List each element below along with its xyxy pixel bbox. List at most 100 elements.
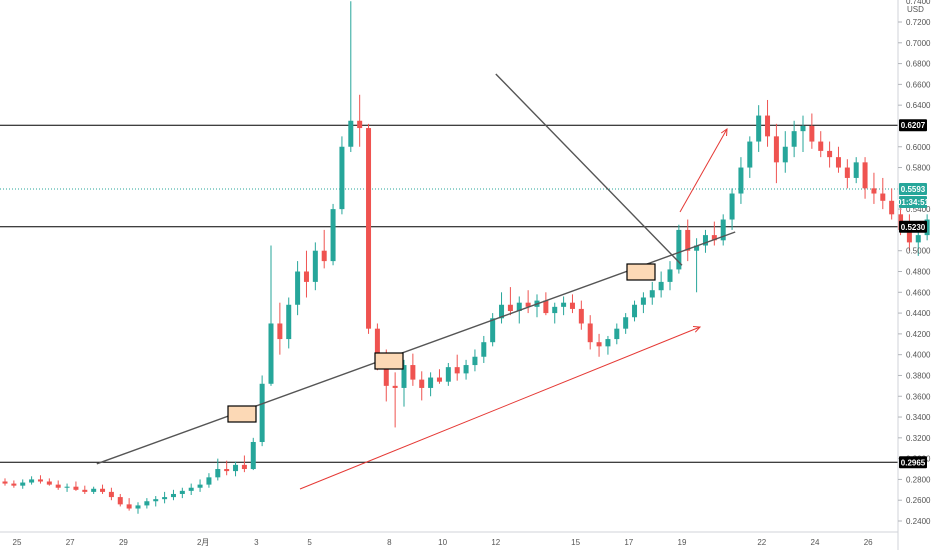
candle-body [108, 491, 114, 498]
candle-body [747, 141, 753, 168]
candle-body [499, 304, 505, 319]
candle-body [233, 464, 239, 472]
time-tick-label: 29 [119, 538, 128, 547]
price-tick-label: 0.4200 [906, 330, 931, 339]
candle-body [73, 486, 79, 490]
candle-body [46, 481, 52, 485]
candle-body [800, 125, 806, 132]
level-tag [899, 119, 927, 132]
candle-body [694, 245, 700, 251]
candle-body [472, 356, 478, 366]
time-tick-label: 10 [438, 538, 447, 547]
candle-body [383, 359, 389, 386]
candle-body [277, 323, 283, 340]
candle-body [126, 504, 132, 509]
price-tick-label: 0.3800 [906, 371, 931, 380]
candle-body [29, 479, 35, 483]
candle-body [862, 162, 868, 189]
candle-body [676, 229, 682, 270]
support-box[interactable] [626, 263, 656, 281]
candle-body [623, 317, 629, 329]
candle-body [853, 162, 859, 178]
candle-body [490, 318, 496, 343]
candle-body [649, 290, 655, 298]
candle-body [454, 367, 460, 374]
candle-body [392, 385, 398, 388]
level-tag-label: 0.6207 [901, 121, 926, 130]
candle-body [711, 235, 717, 241]
candle-body [91, 488, 97, 492]
candle-body [632, 304, 638, 318]
price-tick-label: 0.5400 [906, 205, 931, 214]
candle-body [658, 281, 664, 291]
candle-body [179, 490, 185, 494]
support-box[interactable] [374, 352, 404, 370]
candle-body [436, 377, 442, 382]
candle-body [339, 146, 345, 210]
candle-body [241, 464, 247, 470]
candle-body [419, 379, 425, 388]
time-axis[interactable]: 25 27 29 2月 3 5 8 10 12 15 17 19 22 24 26 [13, 538, 874, 547]
candle-body [197, 484, 203, 488]
candle-body [401, 365, 407, 388]
candle-body [170, 493, 176, 498]
price-tick-label: 0.5000 [906, 247, 931, 256]
arrow-line[interactable] [299, 326, 701, 490]
time-tick-label: 2月 [197, 538, 209, 547]
candle-body [871, 188, 877, 194]
arrows [299, 127, 728, 490]
price-tick-label: 0.2800 [906, 475, 931, 484]
candle-body [818, 141, 824, 151]
candle-body [206, 477, 212, 485]
price-tick-label: 0.4000 [906, 351, 931, 360]
candle-body [587, 323, 593, 343]
candle-body [366, 128, 372, 329]
candle-body [64, 486, 70, 488]
candle-body [756, 115, 762, 142]
price-tick-label: 0.6800 [906, 60, 931, 69]
horizontal-levels [0, 124, 898, 463]
time-tick-label: 12 [491, 538, 500, 547]
price-tags: 0.6207 0.5230 0.2965 0.5593 01:34:51 [897, 119, 930, 469]
candle-body [37, 479, 43, 482]
candle-body [791, 131, 797, 147]
time-tick-label: 24 [811, 538, 820, 547]
current-price-label: 0.5593 [901, 185, 926, 194]
candle-body [250, 441, 256, 470]
candle-body [561, 302, 567, 307]
candle-body [162, 497, 168, 500]
candle-body [738, 167, 744, 194]
arrow-head [692, 326, 702, 333]
candle-body [117, 497, 123, 505]
candle-body [729, 193, 735, 220]
time-tick-label: 26 [864, 538, 873, 547]
time-tick-label: 19 [678, 538, 687, 547]
countdown-tag [899, 196, 927, 209]
price-tick-label: 0.4600 [906, 288, 931, 297]
candle-body [596, 342, 602, 347]
candle-body [640, 297, 646, 305]
candle-body [685, 229, 691, 251]
trendline[interactable] [495, 73, 683, 266]
candle-body [374, 328, 380, 360]
candle-body [667, 269, 673, 282]
price-tick-label: 0.7200 [906, 18, 931, 27]
candle-body [2, 481, 8, 484]
candle-body [765, 115, 771, 137]
candle-body [321, 250, 327, 262]
candle-body [463, 365, 469, 374]
candle-body [614, 328, 620, 340]
candle-body [259, 383, 265, 442]
support-box[interactable] [227, 405, 257, 423]
time-tick-label: 8 [387, 538, 392, 547]
price-tick-label: 0.4800 [906, 268, 931, 277]
arrow-line[interactable] [679, 128, 728, 213]
candle-body [188, 487, 194, 491]
candle-body [357, 120, 363, 129]
level-tag-label: 0.2965 [901, 458, 926, 467]
candle-body [312, 250, 318, 282]
candle-body [410, 365, 416, 380]
price-tick-label: 0.4400 [906, 309, 931, 318]
